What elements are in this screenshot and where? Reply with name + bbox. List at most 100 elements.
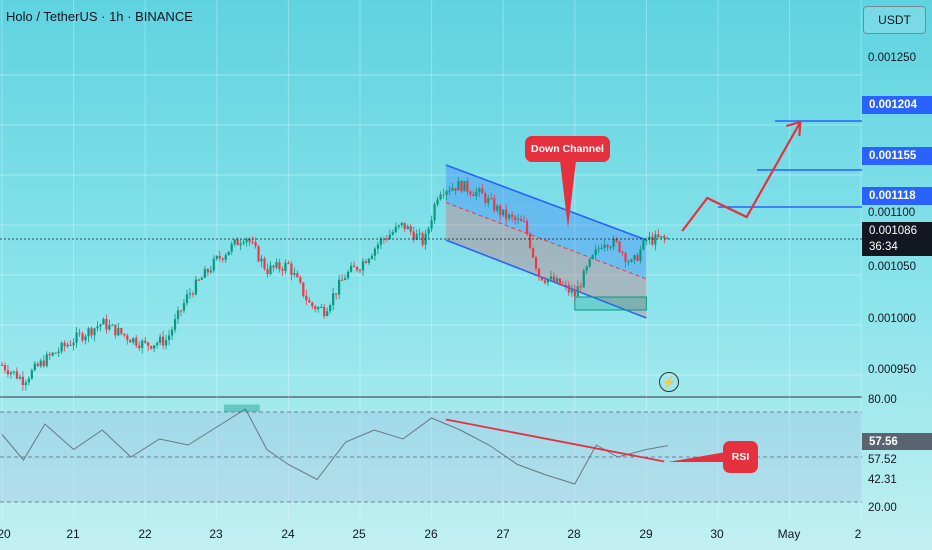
rsi-tick-label: 20.00 <box>868 502 897 514</box>
candle-body <box>18 376 21 379</box>
candle-body <box>266 268 269 274</box>
candle-body <box>200 277 203 280</box>
candle-body <box>591 255 594 259</box>
candle-body <box>287 262 290 264</box>
candle-body <box>522 221 526 223</box>
rsi-callout: RSI <box>723 441 758 473</box>
candle-body <box>469 191 472 195</box>
candle-body <box>367 258 371 263</box>
flash-icon[interactable]: ⚡ <box>659 372 679 392</box>
candle-body <box>87 328 90 337</box>
candle-body <box>487 198 490 203</box>
candle-body <box>221 258 224 260</box>
candle-body <box>567 285 570 293</box>
candle-body <box>30 370 33 379</box>
candle-body <box>299 277 302 283</box>
candle-body <box>412 231 415 240</box>
candle-body <box>481 188 484 194</box>
candle-body <box>194 279 198 295</box>
candle-body <box>525 221 529 234</box>
candle-body <box>475 191 478 196</box>
candle-body <box>457 180 460 191</box>
candle-body <box>517 218 520 220</box>
symbol-title[interactable]: Holo / TetherUS · 1h · BINANCE <box>6 9 193 24</box>
candle-body <box>549 276 553 280</box>
candle-body <box>144 340 147 343</box>
date-tick-label: 20 <box>0 527 11 541</box>
candle-body <box>385 238 388 240</box>
rsi-tick-label: 57.52 <box>868 454 897 466</box>
candle-body <box>555 278 558 282</box>
candle-body <box>290 263 293 275</box>
candle-body <box>439 194 442 200</box>
candle-body <box>397 225 400 227</box>
candle-body <box>582 270 585 288</box>
candle-body <box>257 246 260 262</box>
candle-body <box>478 188 481 192</box>
candle-body <box>484 193 487 203</box>
candle-body <box>546 279 550 283</box>
date-tick-label: 27 <box>496 527 510 541</box>
candle-body <box>135 337 138 346</box>
candle-body <box>320 307 323 309</box>
date-tick-label: 30 <box>710 527 724 541</box>
candle-body <box>153 345 156 349</box>
candle-body <box>317 307 320 310</box>
candle-body <box>218 256 221 259</box>
candle-body <box>603 244 606 248</box>
candle-body <box>27 378 30 383</box>
candle-body <box>466 180 469 192</box>
candle-body <box>660 236 663 238</box>
currency-button[interactable]: USDT <box>863 6 926 34</box>
candle-body <box>278 262 281 270</box>
candle-body <box>370 255 374 259</box>
candle-body <box>3 365 7 371</box>
candle-body <box>570 289 573 293</box>
candle-body <box>212 258 215 271</box>
candle-body <box>543 280 547 283</box>
date-tick-label: 21 <box>66 527 80 541</box>
candle-body <box>490 198 493 200</box>
price-tick-label: 0.001250 <box>868 52 916 64</box>
candle-body <box>502 209 505 216</box>
candle-body <box>511 214 514 217</box>
candle-body <box>648 236 651 240</box>
candle-body <box>72 342 75 346</box>
candle-body <box>621 252 624 254</box>
candle-body <box>242 242 245 244</box>
candle-body <box>657 234 660 238</box>
current-price-tag: 0.001086 36:34 <box>862 222 932 256</box>
candle-body <box>311 302 314 307</box>
candle-body <box>460 180 463 192</box>
price-tick-label: 0.001050 <box>868 261 916 273</box>
candle-body <box>472 194 475 196</box>
candle-body <box>308 300 311 303</box>
candle-body <box>182 303 186 311</box>
candle-body <box>248 238 251 242</box>
candle-body <box>639 249 642 261</box>
rsi-overbought-fill <box>223 404 260 412</box>
candle-body <box>0 365 4 366</box>
candle-body <box>576 286 579 297</box>
candle-body <box>600 247 603 249</box>
candle-body <box>179 310 183 312</box>
candle-body <box>254 242 257 247</box>
rsi-trendline <box>445 418 665 463</box>
current-price: 0.001086 <box>869 225 917 237</box>
candle-body <box>111 324 114 326</box>
candle-body <box>376 244 379 249</box>
candle-body <box>588 258 591 267</box>
candle-body <box>167 335 171 341</box>
candle-body <box>93 328 96 336</box>
candle-body <box>302 282 305 296</box>
level-tag: 0.001155 <box>862 147 932 165</box>
candle-body <box>162 336 165 346</box>
candle-body <box>48 354 51 356</box>
candle-body <box>9 372 13 375</box>
candle-body <box>540 276 544 281</box>
candle-body <box>335 293 338 295</box>
support-zone <box>574 296 647 311</box>
candle-body <box>341 279 344 281</box>
candle-body <box>630 259 633 262</box>
